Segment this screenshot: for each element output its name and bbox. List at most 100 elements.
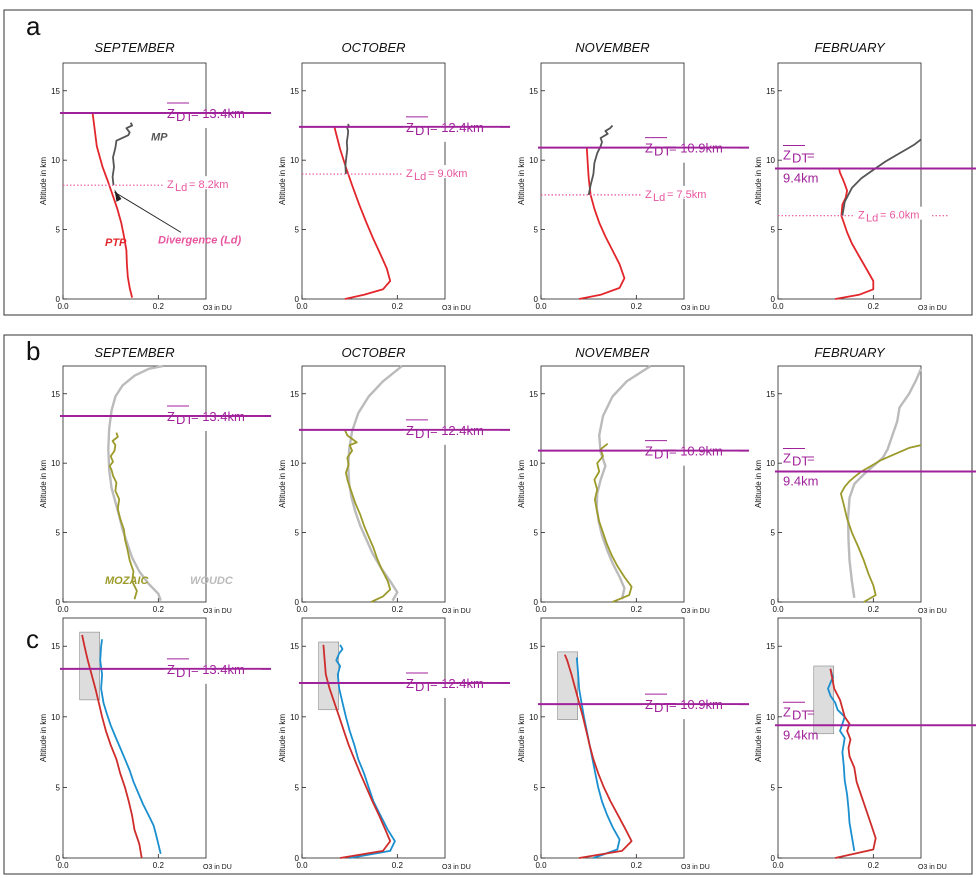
y-tick-label: 5 [295,529,300,538]
x-tick-label: 0.0 [57,861,69,870]
zdt-value-label: = 13.4km [191,106,245,121]
y-tick-label: 10 [290,713,299,722]
x-axis-unit: O3 in DU [918,305,947,312]
zdt-subscript: DT [654,700,671,715]
zdt-subscript: DT [176,412,193,427]
plot-area [777,62,922,300]
plot-area [301,617,446,859]
series-line-mozaic [593,442,633,603]
frame-section-bc [3,334,973,875]
zld-label-bg [854,206,932,220]
panel-c-2: 0 5 10 15 0.0 0.2 O3 in DU Altitude in km Z DT= 1… [517,617,749,871]
y-tick-label: 5 [295,783,300,792]
y-tick-label: 15 [51,642,60,651]
x-tick-label: 0.2 [392,605,404,614]
highlight-box [813,665,835,735]
month-title: OCTOBER [341,40,405,55]
zdt-value-label-2: 9.4km [783,474,818,489]
annotation-divergence: Divergence (Ld) [158,234,241,246]
zdt-value-label-2: 9.4km [783,171,818,186]
y-axis-label: Altitude in km [754,157,763,205]
annotation-mp: MP [151,132,168,144]
x-tick-label: 0.0 [772,861,784,870]
x-tick-label: 0.0 [57,605,69,614]
zdt-subscript: DT [176,109,193,124]
y-tick-label: 0 [56,598,61,607]
y-tick-label: 15 [529,390,538,399]
series-line-mp [344,123,350,175]
plot-area [301,365,446,603]
zdt-subscript: DT [792,151,809,166]
y-tick-label: 15 [766,87,775,96]
y-axis-label: Altitude in km [39,157,48,205]
x-tick-label: 0.0 [535,302,547,311]
y-tick-label: 10 [529,156,538,165]
y-tick-label: 5 [771,529,776,538]
x-axis-unit: O3 in DU [203,305,232,312]
panel-b-0: SEPTEMBER 0 5 10 15 0.0 0.2 O3 in DU Altitude in… [39,345,271,615]
series-line-red [322,644,392,859]
panel-label-c: c [26,624,39,654]
x-tick-label: 0.2 [392,861,404,870]
x-tick-label: 0.2 [392,302,404,311]
x-axis-unit: O3 in DU [681,305,710,312]
panel-a-1: OCTOBER 0 5 10 15 0.0 0.2 O3 in DU Altitude in k… [278,40,510,312]
zld-value-label: = 6.0km [880,210,919,222]
zdt-subscript: DT [654,144,671,159]
series-line-ptp [91,112,133,298]
x-tick-label: 0.2 [868,861,880,870]
y-tick-label: 15 [51,390,60,399]
zld-value-label: = 7.5km [667,189,706,201]
panel-a-2: NOVEMBER 0 5 10 15 0.0 0.2 O3 in DU Altitude in … [517,40,749,312]
zdt-label-bg [403,683,500,698]
x-tick-label: 0.2 [868,605,880,614]
month-title: NOVEMBER [575,345,649,360]
zdt-symbol: Z [167,662,175,677]
series-line-woudc [595,364,652,600]
y-tick-label: 0 [295,598,300,607]
y-tick-label: 5 [534,529,539,538]
y-tick-label: 0 [771,295,776,304]
annotation-mozaic: MOZAIC [105,575,149,587]
series-line-ptp [578,147,626,300]
zdt-label-bg [403,127,500,142]
series-line-blue [575,657,621,859]
x-tick-label: 0.2 [631,605,643,614]
y-axis-label: Altitude in km [517,714,526,762]
y-tick-label: 10 [290,156,299,165]
y-tick-label: 0 [534,854,539,863]
y-tick-label: 15 [51,87,60,96]
y-tick-label: 0 [771,854,776,863]
x-tick-label: 0.0 [296,861,308,870]
series-line-mozaic [840,444,922,603]
panel-c-3: 0 5 10 15 0.0 0.2 O3 in DU Altitude in km Z DT= 9.… [754,617,976,871]
zdt-value-label-2: 9.4km [783,727,818,742]
zdt-value-label: = 10.9km [669,141,723,156]
zdt-subscript: DT [415,679,432,694]
zdt-label-bg [164,113,261,128]
y-tick-label: 5 [56,226,61,235]
series-line-ptp [835,168,875,300]
plot-area [777,365,922,603]
zdt-symbol: Z [406,120,414,135]
zdt-value-label: = 12.4km [430,120,484,135]
zdt-symbol: Z [645,697,653,712]
series-line-mp [841,138,922,216]
x-tick-label: 0.0 [772,605,784,614]
x-tick-label: 0.2 [631,302,643,311]
y-tick-label: 10 [529,713,538,722]
plot-area [540,62,685,300]
y-tick-label: 0 [56,295,61,304]
x-axis-unit: O3 in DU [203,864,232,871]
zld-label-bg [641,185,719,199]
zld-label-bg [402,165,480,179]
series-line-red [563,654,633,859]
panel-b-1: OCTOBER 0 5 10 15 0.0 0.2 O3 in DU Altitude in k… [278,345,510,615]
x-tick-label: 0.2 [153,861,165,870]
y-tick-label: 5 [534,226,539,235]
month-title: SEPTEMBER [94,345,174,360]
x-tick-label: 0.0 [535,605,547,614]
zdt-subscript: DT [654,447,671,462]
divergence-arrowhead [114,189,122,202]
